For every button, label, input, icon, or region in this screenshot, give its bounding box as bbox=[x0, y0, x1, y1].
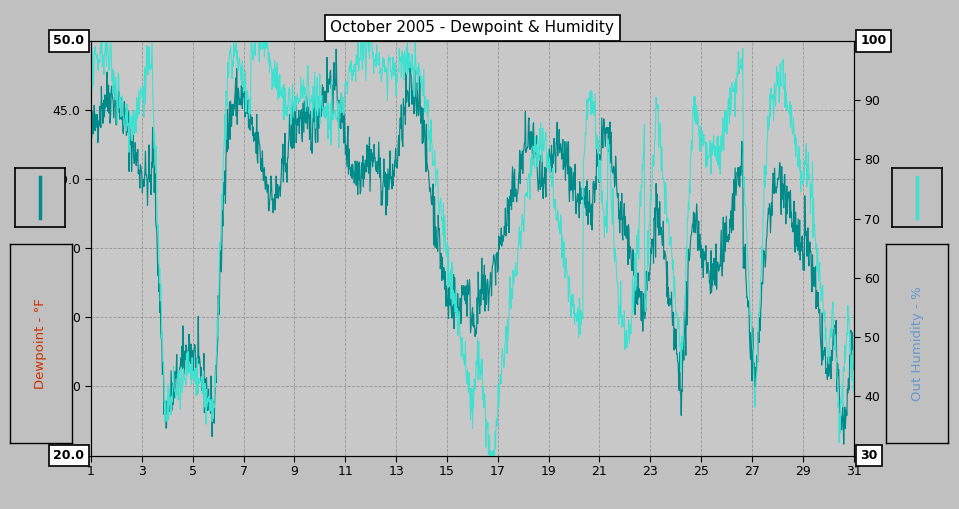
Text: Out Humidity - %: Out Humidity - % bbox=[911, 286, 924, 401]
Text: 30: 30 bbox=[860, 449, 877, 462]
Text: Dewpoint - °F: Dewpoint - °F bbox=[35, 298, 47, 389]
Title: October 2005 - Dewpoint & Humidity: October 2005 - Dewpoint & Humidity bbox=[330, 20, 615, 36]
Text: 20.0: 20.0 bbox=[53, 449, 84, 462]
Text: 50.0: 50.0 bbox=[53, 34, 84, 47]
Text: 100: 100 bbox=[860, 34, 887, 47]
